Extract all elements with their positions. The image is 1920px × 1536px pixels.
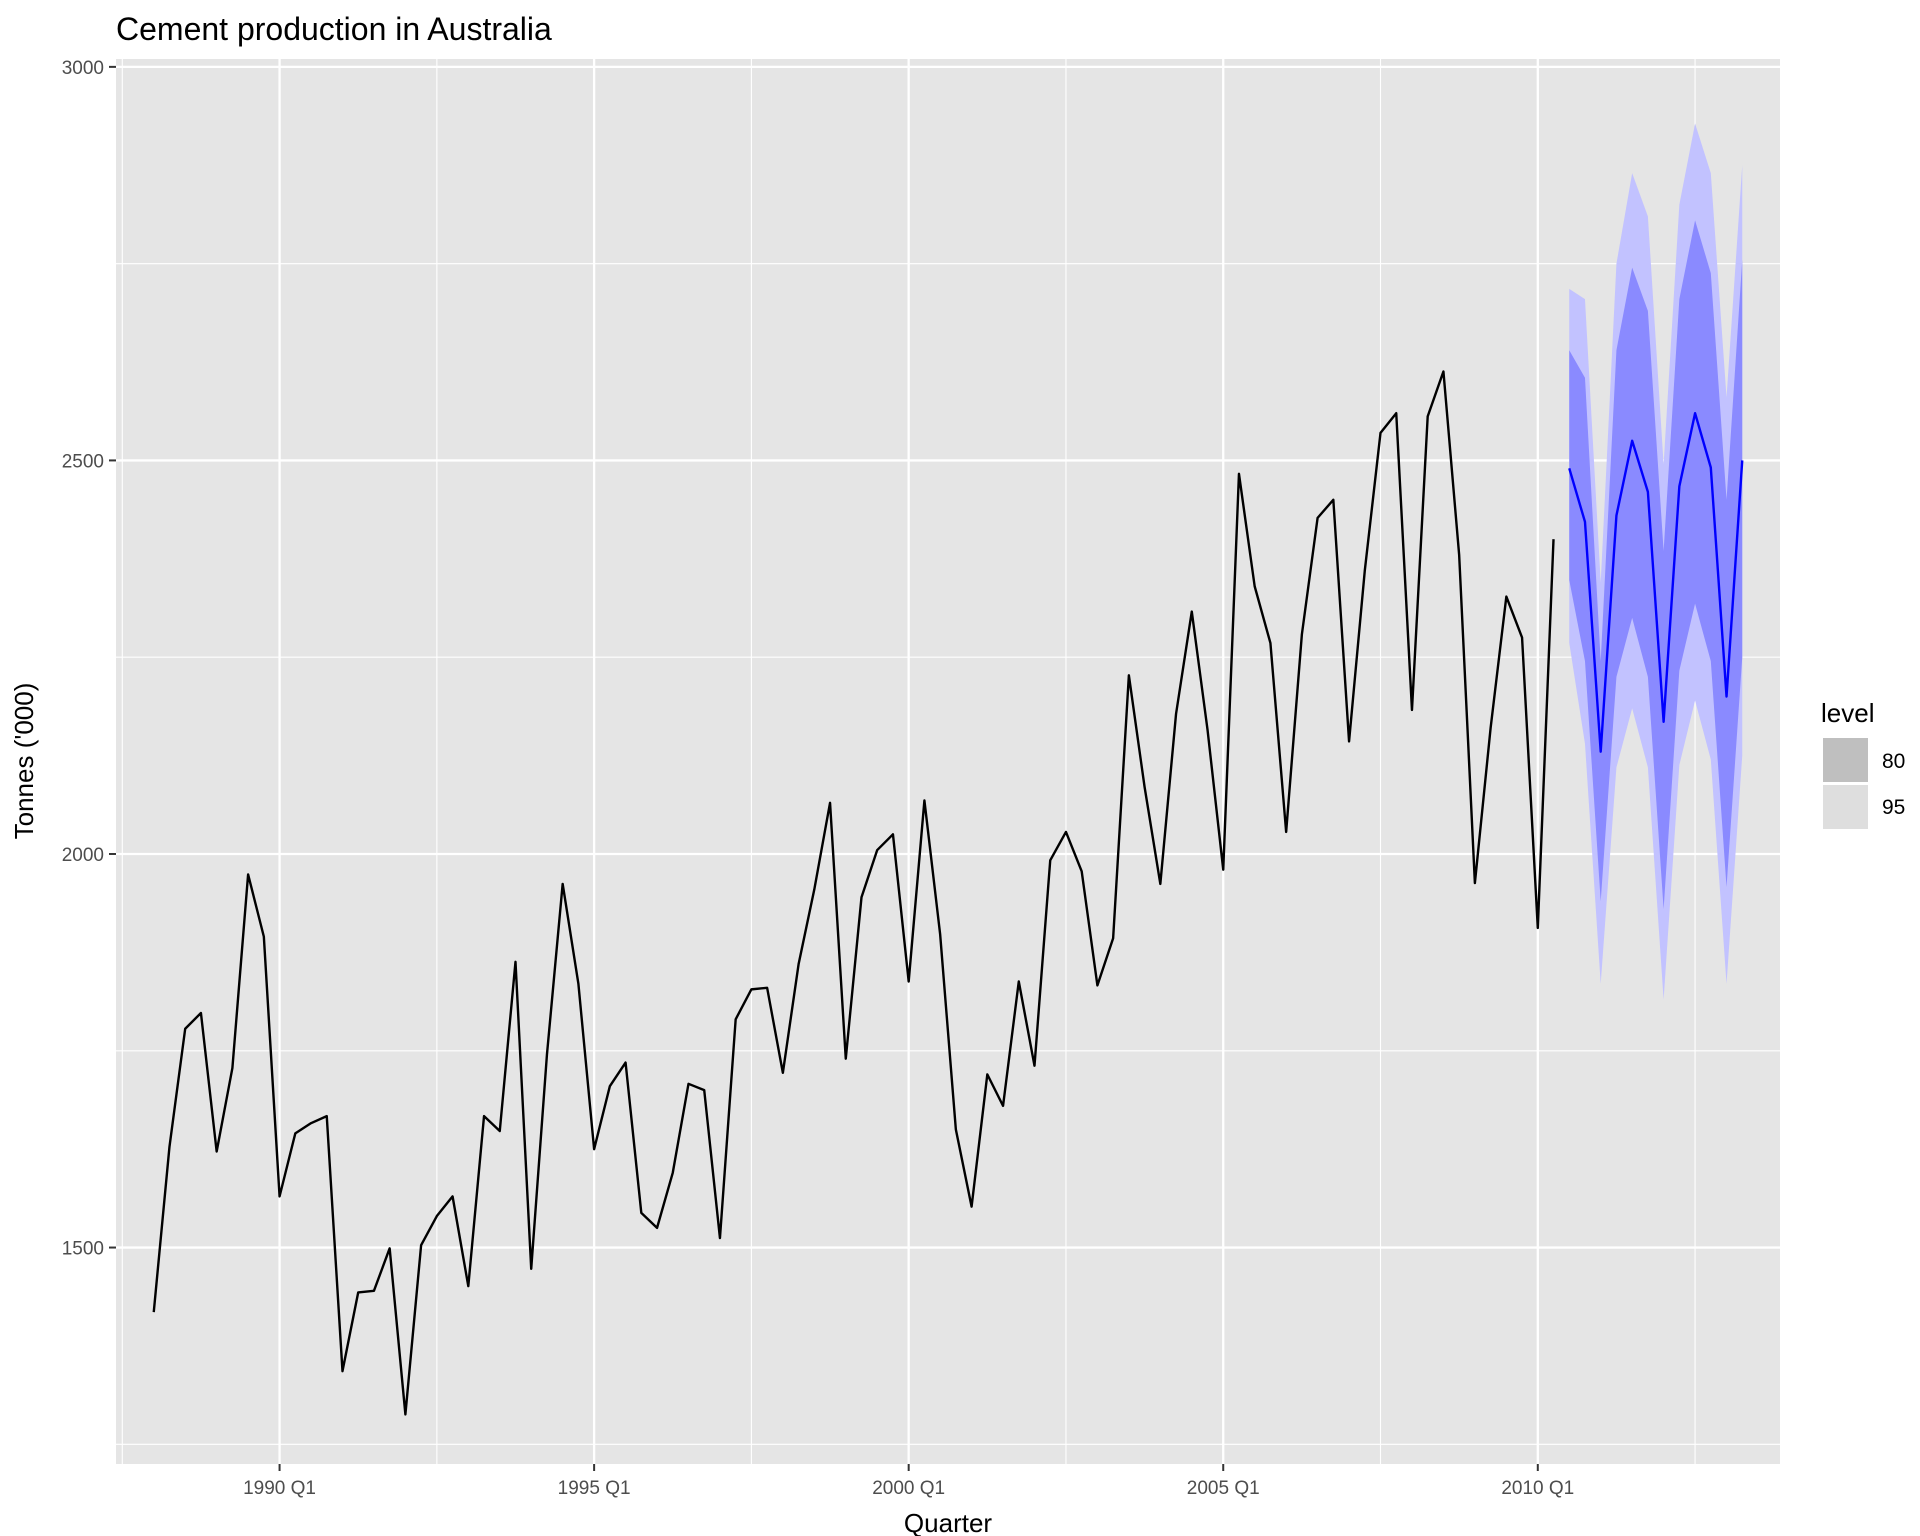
legend-label-80: 80 <box>1882 750 1905 773</box>
y-tick-label: 2500 <box>62 451 104 472</box>
x-tick-label: 2005 Q1 <box>1187 1478 1260 1499</box>
y-tick-label: 1500 <box>62 1239 104 1260</box>
legend-key-95 <box>1823 785 1868 829</box>
series-line-forecast <box>1568 412 1744 753</box>
band-80 <box>1569 220 1743 910</box>
minor-gridlines <box>116 59 1780 1464</box>
y-tick-label: 3000 <box>62 58 104 79</box>
series-line-history <box>152 370 1555 1416</box>
x-axis-title: Quarter <box>904 1508 992 1536</box>
major-gridlines <box>116 59 1780 1464</box>
y-tick-label: 2000 <box>62 845 104 866</box>
legend-title: level <box>1821 698 1874 728</box>
legend: level 80 95 <box>1821 698 1905 829</box>
x-tick-label: 1990 Q1 <box>243 1478 316 1499</box>
legend-key-80 <box>1823 738 1868 782</box>
chart-title: Cement production in Australia <box>116 11 552 47</box>
series-lines <box>152 370 1744 1416</box>
y-axis-title: Tonnes ('000) <box>9 683 39 840</box>
y-axis: 1500 2000 2500 3000 <box>62 58 116 1260</box>
plot-panel <box>116 59 1780 1464</box>
x-tick-label: 1995 Q1 <box>558 1478 631 1499</box>
legend-label-95: 95 <box>1882 796 1905 819</box>
forecast-interval-bands <box>1569 123 1743 1000</box>
x-tick-label: 2000 Q1 <box>872 1478 945 1499</box>
x-axis: 1990 Q1 1995 Q1 2000 Q1 2005 Q1 2010 Q1 <box>243 1464 1574 1499</box>
x-tick-label: 2010 Q1 <box>1501 1478 1574 1499</box>
